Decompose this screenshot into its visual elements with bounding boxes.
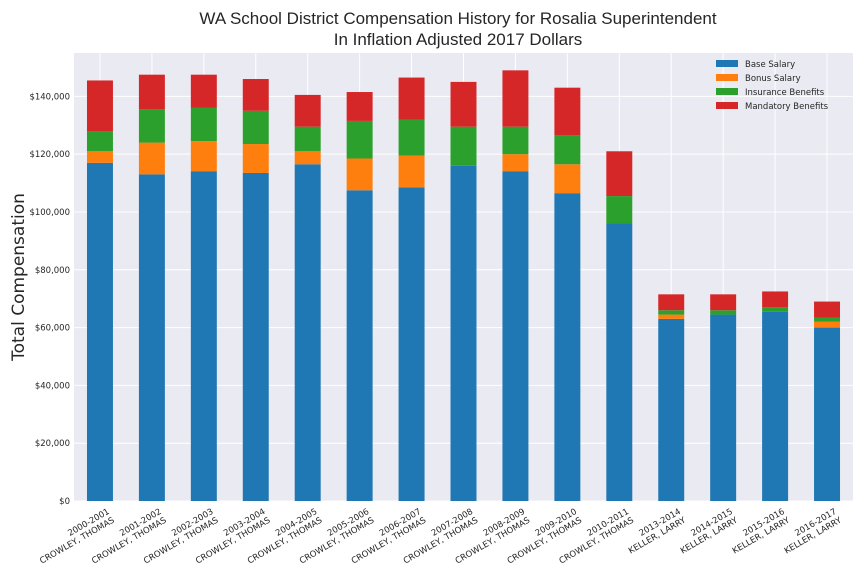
bar-segment-base-salary — [294, 164, 321, 502]
x-tick-labels: 2000-2001CROWLEY, THOMAS 2001-2002CROWLEY… — [38, 507, 844, 567]
bar-segment-base-salary — [346, 190, 373, 501]
bar-segment-mandatory-benefits — [554, 87, 581, 136]
bar-segment-insurance-benefits — [346, 120, 373, 159]
bar-segment-insurance-benefits — [658, 310, 685, 315]
bar-segment-insurance-benefits — [554, 135, 581, 165]
bar-segment-base-salary — [138, 174, 165, 501]
chart-title-line-1: WA School District Compensation History … — [199, 9, 716, 28]
bar-segment-insurance-benefits — [502, 126, 529, 155]
bar-segment-insurance-benefits — [190, 107, 217, 142]
legend-label: Insurance Benefits — [745, 88, 825, 98]
bar-segment-mandatory-benefits — [814, 301, 841, 318]
bar-segment-bonus-salary — [294, 151, 321, 165]
y-tick-label: $120,000 — [29, 150, 70, 160]
bar-segment-base-salary — [554, 193, 581, 501]
y-tick-label: $40,000 — [35, 381, 70, 391]
bar-segment-bonus-salary — [554, 164, 581, 194]
x-tick-label: 2015-2016KELLER, LARRY — [726, 507, 792, 557]
bar-segment-base-salary — [242, 172, 269, 502]
legend-swatch — [716, 74, 738, 81]
bar-segment-mandatory-benefits — [138, 74, 165, 110]
legend-label: Mandatory Benefits — [745, 102, 829, 112]
bar-segment-base-salary — [762, 311, 789, 501]
bar-segment-base-salary — [398, 187, 425, 501]
legend-swatch — [716, 60, 738, 67]
bar-segment-insurance-benefits — [138, 109, 165, 143]
y-tick-label: $140,000 — [29, 92, 70, 102]
y-tick-label: $0 — [59, 497, 70, 507]
bar-segment-base-salary — [190, 171, 217, 501]
y-tick-label: $80,000 — [35, 266, 70, 276]
bars — [86, 70, 841, 502]
bar-segment-bonus-salary — [242, 144, 269, 173]
chart-title-line-2: In Inflation Adjusted 2017 Dollars — [334, 30, 583, 49]
bar-segment-mandatory-benefits — [762, 291, 789, 308]
legend-swatch — [716, 88, 738, 95]
bar-segment-base-salary — [450, 165, 477, 501]
y-axis-label: Total Compensation — [9, 193, 29, 362]
bar-segment-mandatory-benefits — [658, 294, 685, 311]
x-tick-label: 2016-2017KELLER, LARRY — [778, 507, 844, 557]
bar-segment-insurance-benefits — [710, 310, 737, 315]
y-tick-labels: $0 $20,000 $40,000 $60,000 $80,000 $100,000 $1… — [29, 92, 70, 507]
legend-label: Bonus Salary — [745, 74, 801, 84]
bar-segment-mandatory-benefits — [86, 80, 113, 132]
bar-segment-insurance-benefits — [762, 307, 789, 312]
bar-segment-bonus-salary — [658, 314, 685, 319]
y-tick-label: $20,000 — [35, 439, 70, 449]
bar-segment-mandatory-benefits — [346, 92, 373, 121]
bar-segment-mandatory-benefits — [710, 294, 737, 311]
bar-segment-bonus-salary — [86, 151, 113, 163]
bar-segment-mandatory-benefits — [398, 77, 425, 120]
bar-segment-mandatory-benefits — [606, 151, 633, 197]
bar-segment-bonus-salary — [814, 321, 841, 328]
bar-segment-insurance-benefits — [450, 126, 477, 166]
bar-segment-bonus-salary — [398, 155, 425, 188]
bar-segment-base-salary — [502, 171, 529, 501]
bar-segment-bonus-salary — [190, 141, 217, 172]
x-tick-label: 2013-2014KELLER, LARRY — [622, 507, 688, 557]
bar-segment-base-salary — [814, 327, 841, 501]
bar-segment-mandatory-benefits — [242, 79, 269, 111]
bar-segment-base-salary — [606, 223, 633, 501]
bar-segment-bonus-salary — [502, 154, 529, 172]
bar-segment-mandatory-benefits — [450, 81, 477, 127]
legend-label: Base Salary — [745, 60, 795, 70]
legend: Base Salary Bonus Salary Insurance Benefit… — [716, 60, 829, 112]
x-tick-label: 2014-2015KELLER, LARRY — [674, 507, 740, 557]
bar-segment-insurance-benefits — [86, 131, 113, 152]
legend-swatch — [716, 102, 738, 109]
y-tick-label: $100,000 — [29, 208, 70, 218]
y-tick-label: $60,000 — [35, 324, 70, 334]
bar-segment-insurance-benefits — [242, 110, 269, 145]
bar-segment-bonus-salary — [138, 142, 165, 175]
bar-segment-insurance-benefits — [294, 126, 321, 152]
bar-segment-base-salary — [86, 162, 113, 501]
bar-segment-insurance-benefits — [398, 119, 425, 156]
bar-segment-insurance-benefits — [606, 196, 633, 224]
bar-segment-mandatory-benefits — [502, 70, 529, 127]
bar-segment-mandatory-benefits — [294, 94, 321, 127]
bar-segment-insurance-benefits — [814, 317, 841, 322]
bar-segment-mandatory-benefits — [190, 74, 217, 108]
bar-segment-base-salary — [658, 318, 685, 501]
bar-segment-base-salary — [710, 314, 737, 501]
bar-segment-bonus-salary — [346, 158, 373, 191]
